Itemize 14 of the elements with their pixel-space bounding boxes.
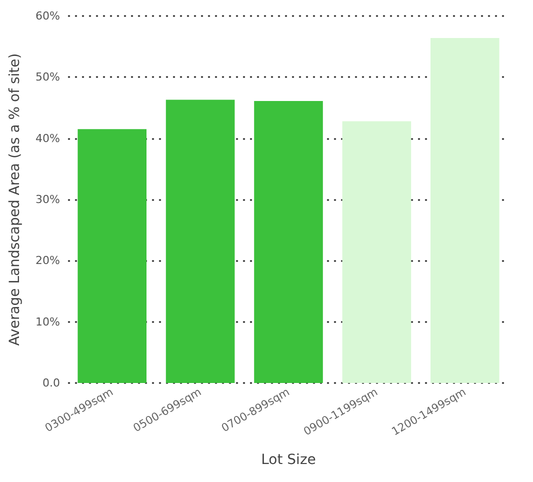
y-tick-label: 20% — [36, 254, 60, 268]
y-tick-label: 60% — [36, 10, 60, 22]
bar — [430, 38, 500, 383]
y-tick-label: 50% — [36, 70, 60, 84]
y-tick-label: 40% — [36, 132, 60, 145]
bar — [342, 121, 412, 383]
y-tick-label: 0.0 — [42, 376, 60, 390]
bar — [78, 129, 146, 383]
y-axis-title: Average Landscaped Area (as a % of site) — [7, 53, 23, 346]
bar — [254, 101, 323, 383]
x-axis-title: Lot Size — [261, 452, 316, 468]
y-tick-label: 10% — [36, 315, 60, 328]
y-tick-label: 30% — [36, 193, 60, 206]
bar — [166, 100, 235, 383]
